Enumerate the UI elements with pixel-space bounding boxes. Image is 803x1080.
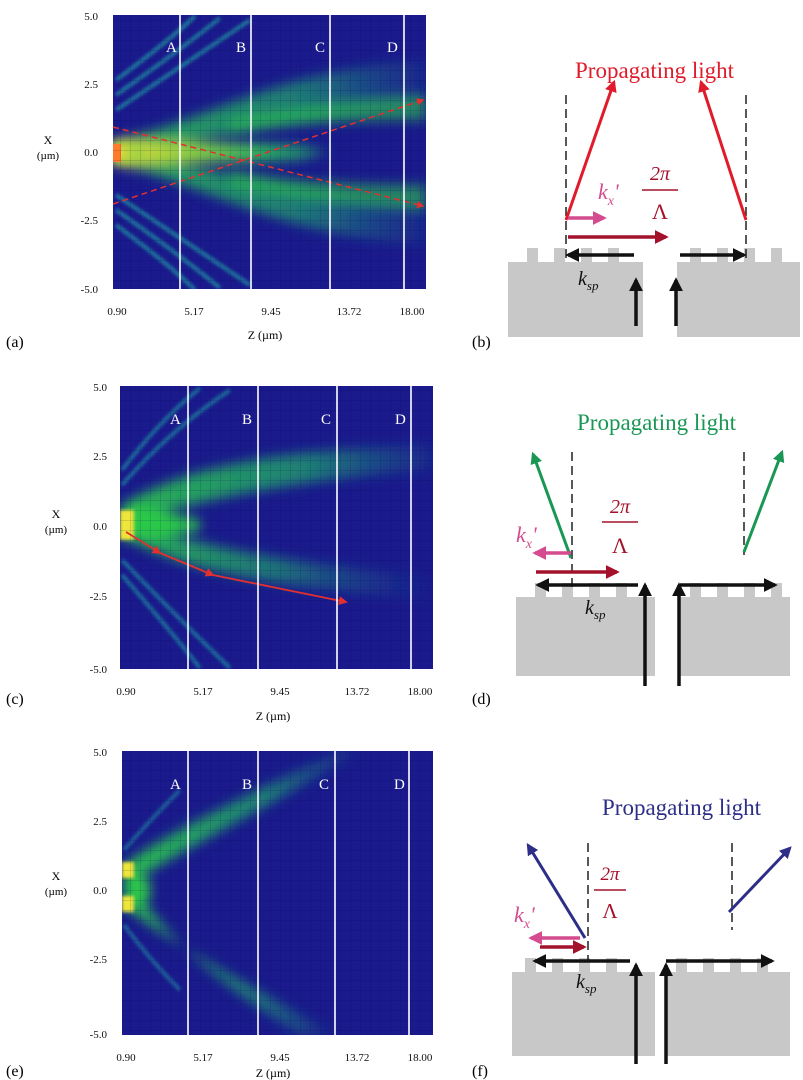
grating-diagram-b (508, 79, 800, 337)
propagating-arrow-right-f (727, 846, 792, 914)
x-tick-e-2: 9.45 (270, 1052, 290, 1064)
two-pi-label-d: 2π (610, 496, 631, 518)
panel-label-c: (c) (6, 691, 24, 708)
x-axis-label-c: Z (µm) (256, 709, 291, 723)
y-tick-e-0: 0.0 (93, 885, 107, 897)
y-tick-c-2.5: 2.5 (93, 451, 107, 463)
propagating-arrow-left-b (564, 79, 617, 221)
substrate-right-b (677, 248, 800, 337)
y-axis-unit-e: (µm) (45, 886, 68, 898)
x-axis-label-a: Z (µm) (248, 328, 283, 342)
ksp-label-f: ksp (576, 971, 597, 996)
field-map-c (120, 386, 433, 669)
y-tick-c-5: 5.0 (93, 382, 107, 394)
lambda-label-b: Λ (652, 199, 668, 224)
y-axis-label-c: X (52, 507, 61, 521)
x-axis-label-e: Z (µm) (256, 1066, 291, 1080)
grating-diagram-d (516, 449, 790, 686)
x-tick-c-1: 5.17 (193, 686, 213, 698)
y-tick-a-5: 5.0 (84, 11, 98, 23)
ksp-label-d: ksp (585, 597, 606, 622)
title-propagating-light-b: Propagating light (575, 58, 735, 83)
section-label-a-B: B (236, 40, 246, 56)
x-tick-a-3: 13.72 (337, 306, 362, 318)
section-label-e-B: B (242, 777, 252, 793)
panel-label-b: (b) (472, 334, 491, 351)
y-tick-a-0: 0.0 (84, 147, 98, 159)
y-tick-c-neg5: -5.0 (90, 664, 108, 676)
two-pi-label-f: 2π (600, 864, 620, 885)
section-label-a-A: A (166, 40, 177, 56)
kx-label-f: kx' (514, 902, 535, 932)
two-pi-label-b: 2π (650, 163, 671, 185)
lambda-label-f: Λ (602, 899, 618, 923)
y-tick-e-5: 5.0 (93, 747, 107, 759)
panel-label-e: (e) (6, 1063, 24, 1080)
propagating-arrow-left-f (526, 842, 587, 939)
y-tick-e-2.5: 2.5 (93, 816, 107, 828)
panel-label-d: (d) (472, 691, 491, 708)
x-tick-c-0: 0.90 (116, 686, 136, 698)
y-axis-unit-c: (µm) (45, 524, 68, 536)
y-axis-label-e: X (52, 869, 61, 883)
x-tick-e-4: 18.00 (408, 1052, 433, 1064)
section-label-c-B: B (242, 412, 252, 428)
x-tick-c-4: 18.00 (408, 686, 433, 698)
field-map-e (122, 751, 433, 1035)
title-propagating-light-f: Propagating light (602, 795, 762, 820)
substrate-left-b (508, 248, 643, 337)
x-tick-a-2: 9.45 (261, 306, 281, 318)
section-label-c-D: D (395, 412, 406, 428)
x-tick-e-1: 5.17 (193, 1052, 213, 1064)
y-axis-unit-a: (µm) (37, 150, 60, 162)
panel-label-a: (a) (6, 334, 24, 351)
section-label-c-C: C (321, 412, 331, 428)
y-tick-c-0: 0.0 (93, 521, 107, 533)
substrate-right-f (666, 958, 790, 1056)
y-tick-a-neg2.5: -2.5 (81, 215, 99, 227)
y-tick-c-neg2.5: -2.5 (90, 591, 108, 603)
x-tick-a-4: 18.00 (400, 306, 425, 318)
x-tick-a-1: 5.17 (184, 306, 204, 318)
title-propagating-light-d: Propagating light (577, 410, 737, 435)
x-tick-c-3: 13.72 (345, 686, 370, 698)
x-tick-c-2: 9.45 (270, 686, 290, 698)
panel-label-f: (f) (472, 1063, 488, 1080)
substrate-left-d (516, 583, 655, 676)
grating-diagram-f (512, 842, 792, 1064)
y-axis-label-a: X (44, 133, 53, 147)
section-label-a-D: D (387, 40, 398, 56)
y-tick-e-neg5: -5.0 (90, 1029, 108, 1041)
propagating-arrow-right-d (742, 449, 785, 553)
y-tick-e-neg2.5: -2.5 (90, 954, 108, 966)
lambda-label-d: Λ (612, 533, 628, 558)
kx-label-b: kx' (598, 179, 619, 209)
x-tick-a-0: 0.90 (107, 306, 127, 318)
substrate-right-d (680, 583, 790, 676)
ksp-label-b: ksp (578, 268, 599, 293)
section-label-a-C: C (315, 40, 325, 56)
x-tick-e-3: 13.72 (345, 1052, 370, 1064)
propagating-arrow-left-d (530, 451, 573, 559)
y-tick-a-2.5: 2.5 (84, 79, 98, 91)
section-label-e-C: C (319, 777, 329, 793)
section-label-c-A: A (170, 412, 181, 428)
x-tick-e-0: 0.90 (116, 1052, 136, 1064)
section-label-e-D: D (394, 777, 405, 793)
substrate-left-f (512, 958, 655, 1056)
section-label-e-A: A (170, 777, 181, 793)
propagating-arrow-right-b (698, 79, 748, 221)
kx-label-d: kx' (516, 522, 537, 552)
y-tick-a-neg5: -5.0 (81, 284, 99, 296)
field-map-a (113, 15, 426, 289)
